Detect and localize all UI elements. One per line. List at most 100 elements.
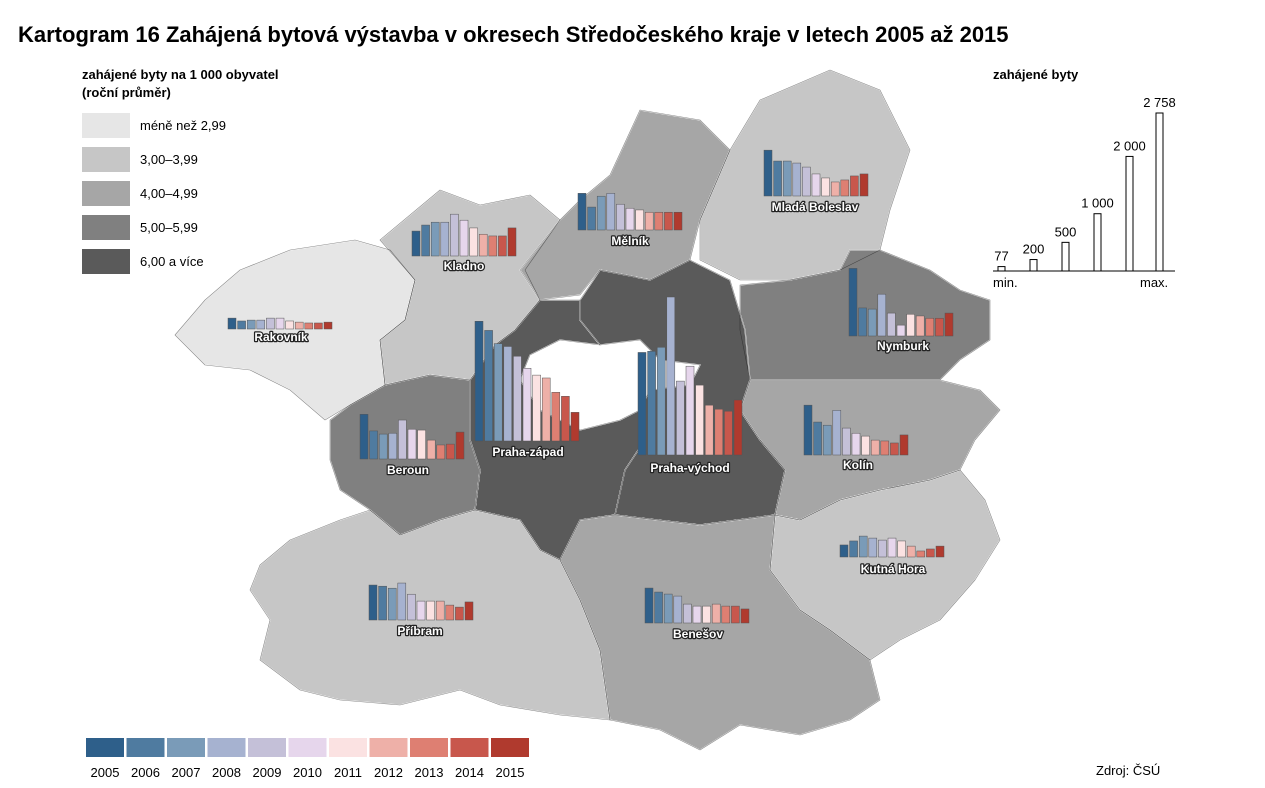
year-swatch — [126, 738, 165, 757]
legend-label: 5,00–5,99 — [140, 220, 198, 235]
source: Zdroj: ČSÚ — [1096, 763, 1160, 778]
district-name: Mladá Boleslav — [772, 200, 859, 214]
bar — [695, 384, 704, 456]
bar — [811, 173, 821, 197]
bar — [474, 321, 484, 442]
scale-min: min. — [993, 275, 1018, 290]
bar — [664, 211, 673, 231]
bar — [227, 317, 237, 330]
scale-bar — [1125, 155, 1134, 272]
bar — [503, 346, 513, 442]
year-swatch — [450, 738, 489, 757]
legend-label: 4,00–4,99 — [140, 186, 198, 201]
bar — [551, 392, 561, 442]
bar — [459, 219, 469, 257]
bar — [635, 209, 644, 231]
bar — [666, 296, 676, 456]
year-label: 2015 — [496, 765, 525, 780]
bar — [897, 540, 906, 558]
district-name: Nymburk — [877, 339, 929, 353]
bar — [711, 603, 721, 624]
bar — [464, 601, 474, 621]
bar — [773, 160, 782, 197]
bar — [625, 207, 635, 231]
district-name: Praha-východ — [650, 461, 729, 475]
bar — [577, 193, 587, 231]
scale-bar — [1093, 213, 1102, 272]
legend-swatch — [82, 181, 130, 206]
bar — [673, 595, 683, 624]
bar — [830, 181, 840, 197]
bar — [740, 608, 750, 624]
year-label: 2007 — [172, 765, 201, 780]
year-label: 2013 — [415, 765, 444, 780]
district-name: Mělník — [611, 234, 649, 248]
year-label: 2009 — [253, 765, 282, 780]
scale-bar — [1029, 259, 1038, 272]
bar — [733, 399, 743, 456]
scale-bar — [997, 266, 1006, 272]
bar — [294, 321, 304, 330]
bar — [323, 321, 333, 330]
year-label: 2005 — [91, 765, 120, 780]
bar — [724, 410, 733, 456]
bar — [417, 429, 426, 460]
bar — [440, 221, 450, 257]
district-name: Kladno — [444, 259, 485, 273]
bar — [916, 550, 926, 558]
bar — [407, 593, 416, 621]
bar — [880, 440, 890, 456]
bar — [275, 317, 285, 330]
bar — [849, 540, 858, 558]
bar — [926, 548, 935, 558]
bar — [561, 396, 570, 442]
bar — [867, 308, 877, 337]
scale-max: max. — [1140, 275, 1168, 290]
scale-bar — [1061, 241, 1070, 272]
bar — [616, 203, 625, 231]
year-swatch — [410, 738, 448, 757]
bar — [587, 206, 596, 231]
bar — [446, 443, 455, 460]
year-swatch — [86, 738, 124, 757]
bar — [426, 600, 435, 621]
bar — [868, 537, 878, 558]
district-name: Praha-západ — [492, 445, 563, 459]
bar — [935, 545, 945, 558]
regions — [174, 69, 1001, 751]
year-label: 2011 — [334, 765, 362, 780]
district-name: Rakovník — [254, 330, 308, 344]
bar — [915, 315, 925, 337]
bar — [507, 227, 517, 257]
bar — [877, 293, 887, 337]
scale-bar — [1155, 112, 1164, 272]
legend-title: zahájené byty na 1 000 obyvatel — [82, 67, 279, 82]
bar — [906, 313, 915, 337]
district-outline — [699, 69, 911, 281]
scale-label: 2 758 — [1143, 95, 1176, 110]
bar — [887, 537, 897, 558]
bar — [731, 605, 740, 624]
scale-label: 77 — [994, 249, 1008, 264]
legend-swatch — [82, 215, 130, 240]
bar — [925, 317, 935, 337]
bar — [606, 193, 616, 231]
district-outline — [559, 514, 881, 751]
legend-label: 3,00–3,99 — [140, 152, 198, 167]
bar — [256, 319, 266, 330]
year-label: 2014 — [455, 765, 484, 780]
bar — [721, 605, 731, 624]
bar — [378, 585, 387, 621]
bar — [714, 408, 724, 456]
bar — [436, 444, 446, 460]
bar — [493, 343, 503, 442]
year-label: 2006 — [131, 765, 160, 780]
bar — [763, 149, 773, 197]
year-label: 2010 — [293, 765, 322, 780]
bar — [676, 380, 685, 456]
bar — [266, 317, 275, 330]
bar — [369, 430, 378, 460]
bar — [430, 221, 440, 257]
legend-swatch — [82, 147, 130, 172]
district-name: Kutná Hora — [861, 562, 926, 576]
